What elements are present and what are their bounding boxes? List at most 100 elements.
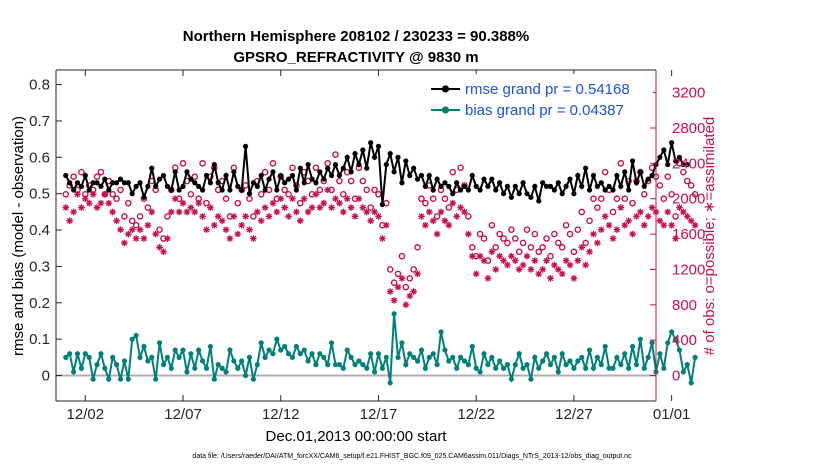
assimilated-obs-marker [531,257,539,264]
bias-marker [583,365,589,371]
possible-obs-marker [578,208,586,216]
rmse-marker [395,154,401,160]
assimilated-obs-marker [629,230,636,238]
rmse-marker [657,154,663,160]
possible-obs-marker [316,186,324,194]
rmse-marker [70,187,77,193]
possible-obs-marker [621,195,629,203]
rmse-marker [110,180,116,186]
rmse-marker [246,191,253,197]
assimilated-obs-marker [121,239,128,247]
rmse-marker [313,180,319,186]
rmse-marker [633,180,640,186]
possible-obs-marker [117,186,124,194]
assimilated-obs-marker [293,208,300,216]
rmse-marker [473,183,479,189]
possible-obs-marker [660,195,668,203]
bias-marker [215,362,221,368]
rmse-marker [684,161,690,168]
bias-marker [641,365,647,371]
y-right-tick-label: 400 [672,332,697,349]
bias-marker [74,351,81,357]
bias-marker [242,372,249,379]
bias-marker [680,369,686,375]
rmse-marker [125,180,131,186]
possible-obs-marker [687,182,695,189]
rmse-marker [78,183,85,189]
assimilated-obs-marker [562,257,570,264]
bias-marker [121,358,128,364]
possible-obs-marker [480,235,488,242]
bias-marker [156,340,163,346]
chart-title-line1: Northern Hemisphere 208102 / 230233 = 90… [183,28,529,45]
rmse-marker [254,183,260,189]
rmse-marker [285,176,292,182]
rmse-series [63,140,690,208]
assimilated-obs-marker [160,248,167,256]
assimilated-obs-marker [78,204,85,211]
rmse-marker [403,158,409,164]
bias-marker [340,365,346,371]
bias-marker [274,336,280,342]
x-tick-label: 01/01 [653,406,691,423]
bias-marker [313,362,319,368]
rmse-marker [231,169,237,175]
bias-marker [160,362,167,368]
x-tick-label: 12/22 [457,406,495,423]
x-tick-label: 12/07 [164,406,202,423]
rmse-marker [63,172,69,179]
rmse-marker [258,172,264,179]
assimilated-obs-marker [500,257,507,264]
assimilated-obs-marker [238,221,245,229]
assimilated-obs-marker [128,226,136,233]
rmse-marker [559,191,565,197]
bias-marker [328,340,335,346]
possible-obs-marker [398,252,406,260]
bias-marker [90,376,96,382]
possible-obs-marker [125,199,132,207]
rmse-marker [665,161,671,168]
assimilated-obs-marker [66,217,73,225]
assimilated-obs-marker [515,266,523,273]
rmse-marker [352,151,358,157]
possible-obs-marker [62,191,70,198]
possible-obs-marker [179,160,187,167]
rmse-marker [262,187,268,193]
assimilated-obs-marker [300,195,308,203]
bias-marker [196,347,202,353]
bias-marker [672,336,679,342]
rmse-marker [442,180,448,186]
assimilated-obs-marker [594,239,601,247]
rmse-marker [680,161,686,168]
possible-obs-marker [465,213,472,220]
bias-marker [520,365,526,371]
rmse-marker [489,176,495,182]
bias-marker [153,376,159,382]
possible-obs-marker [336,177,343,185]
possible-obs-marker [527,244,535,251]
assimilated-obs-marker [183,208,191,216]
bias-marker [172,347,178,353]
rmse-marker [113,180,120,186]
rmse-marker [629,158,636,164]
assimilated-obs-marker [312,191,320,198]
possible-obs-marker [492,244,500,251]
rmse-marker [250,180,256,186]
rmse-marker [332,161,339,168]
rmse-marker [211,161,217,168]
assimilated-obs-marker [543,257,550,264]
possible-obs-marker [429,195,437,203]
bias-marker [289,354,296,360]
bias-marker [207,343,213,350]
bias-marker [637,336,643,342]
assimilated-obs-marker [332,195,339,203]
assimilated-obs-series [62,186,699,309]
bias-marker [532,354,538,360]
rmse-marker [168,187,174,193]
possible-obs-marker [261,168,269,176]
rmse-marker [94,180,100,186]
rmse-marker [411,165,417,171]
bias-marker [497,358,503,364]
possible-obs-marker [332,151,339,158]
rmse-marker [235,183,241,189]
